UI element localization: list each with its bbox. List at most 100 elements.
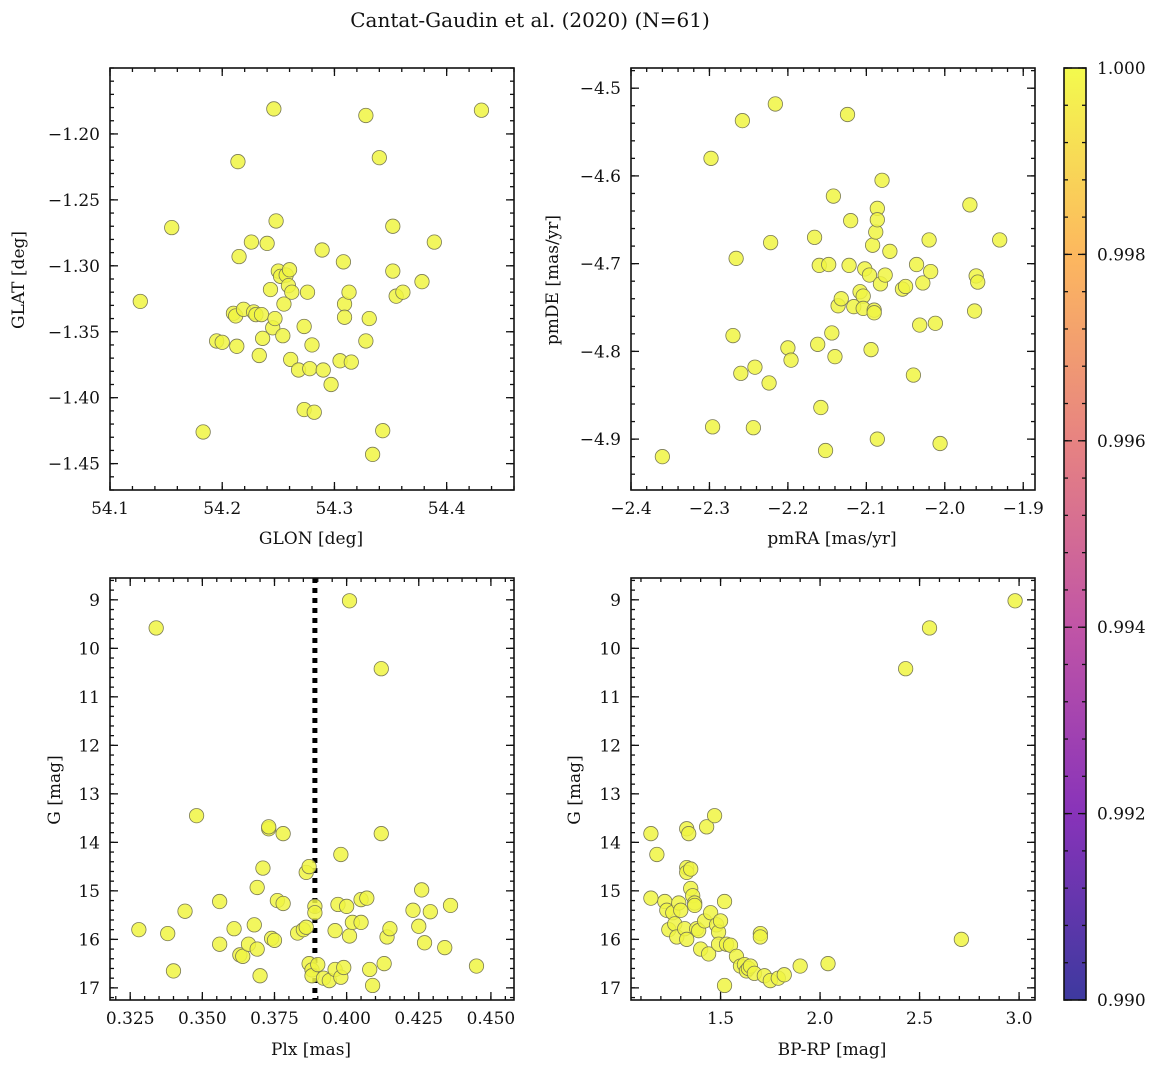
data-point <box>932 435 948 452</box>
data-point <box>703 905 719 921</box>
data-point <box>281 262 298 278</box>
data-point <box>275 895 291 912</box>
data-point <box>375 423 391 439</box>
data-point <box>821 256 837 273</box>
data-point <box>923 263 939 280</box>
x-tick-label: −2.1 <box>846 499 887 519</box>
data-point <box>195 424 211 440</box>
data-point <box>314 242 330 258</box>
data-point <box>343 354 359 370</box>
data-point <box>376 956 392 972</box>
y-tick-label: −1.20 <box>48 125 100 145</box>
data-point <box>806 229 823 245</box>
data-point <box>336 309 353 325</box>
y-tick-label: −4.9 <box>580 430 621 450</box>
data-point <box>411 918 427 934</box>
data-point <box>261 819 277 835</box>
data-point <box>643 890 659 906</box>
data-point <box>699 819 715 835</box>
data-point <box>763 234 779 251</box>
data-point <box>302 361 318 377</box>
colorbar-tick-label: 0.990 <box>1097 991 1146 1011</box>
data-point <box>310 956 326 973</box>
y-tick-label: 13 <box>599 785 621 805</box>
data-point <box>373 661 389 677</box>
ylabel-glat: GLAT [deg] <box>9 231 29 329</box>
data-point <box>416 935 433 951</box>
colorbar-ticks: 0.990 0.992 0.994 0.996 0.998 1.000 <box>1064 59 1146 1011</box>
data-point <box>745 420 761 436</box>
y-tick-label: 9 <box>610 591 621 611</box>
data-point <box>820 956 836 972</box>
data-point <box>861 267 878 283</box>
data-point <box>243 234 259 250</box>
data-point <box>268 213 284 229</box>
y-tick-label: 10 <box>599 639 621 659</box>
data-point <box>962 197 978 213</box>
data-point <box>649 846 665 863</box>
data-point <box>473 102 490 118</box>
panel-plx-g: Plx [mas] G [mag] <box>45 755 351 1060</box>
colorbar-tick-label: 0.994 <box>1097 618 1146 638</box>
data-point <box>341 928 358 944</box>
data-point <box>792 958 808 974</box>
data-point <box>226 921 242 937</box>
x-tick-label: 0.400 <box>322 1009 371 1029</box>
data-point <box>817 442 834 459</box>
data-point <box>336 959 352 976</box>
data-point <box>385 218 401 234</box>
data-point <box>382 921 398 937</box>
data-point <box>897 278 914 295</box>
ylabel-g-right: G [mag] <box>565 755 585 824</box>
data-point <box>927 315 943 331</box>
data-point <box>323 376 339 393</box>
y-tick-label: 17 <box>599 979 621 999</box>
y-tick-label: 16 <box>599 930 621 950</box>
x-tick-label: 3.0 <box>1006 1009 1033 1029</box>
data-point <box>307 905 323 921</box>
data-point <box>725 327 741 344</box>
axes-pmra-pmde: −2.4 −2.3 −2.2 −2.1 −2.0 −1.9 −4.5 −4.6 −4.7 −4.8… <box>580 67 1044 519</box>
data-point <box>283 351 299 368</box>
data-point <box>249 941 265 957</box>
y-tick-label: −4.7 <box>580 255 621 275</box>
data-point <box>679 931 695 947</box>
data-point <box>160 925 176 942</box>
data-point <box>992 232 1008 248</box>
data-point <box>905 367 922 383</box>
data-point <box>414 274 430 290</box>
data-point <box>767 96 783 112</box>
data-point <box>315 362 331 378</box>
data-point <box>761 375 777 391</box>
data-point <box>687 897 703 914</box>
data-point <box>214 334 230 350</box>
data-point <box>468 958 485 974</box>
plot-area: 54.1 54.2 54.3 54.4 −1.20 −1.25 −1.30 −1.35 −1.4… <box>48 67 1044 1029</box>
y-tick-label: −1.30 <box>48 257 100 277</box>
data-point <box>253 307 270 323</box>
data-point <box>866 305 882 321</box>
data-point <box>442 897 459 914</box>
y-tick-label: −1.40 <box>48 389 100 409</box>
data-point <box>683 861 699 877</box>
data-point <box>364 446 381 462</box>
data-point <box>898 661 914 677</box>
data-point <box>813 399 829 416</box>
y-tick-label: 11 <box>599 688 621 708</box>
data-point <box>246 917 262 933</box>
x-tick-label: −2.3 <box>689 499 730 519</box>
x-tick-label: 0.350 <box>178 1009 227 1029</box>
data-point <box>306 404 322 420</box>
data-point <box>358 107 374 124</box>
data-point <box>304 337 320 353</box>
data-point <box>262 281 279 298</box>
data-point <box>824 325 840 341</box>
data-point <box>358 333 374 349</box>
data-point <box>164 219 180 236</box>
data-point <box>299 284 316 300</box>
y-tick-label: 15 <box>599 882 621 902</box>
data-point <box>827 349 843 365</box>
data-point <box>148 620 164 636</box>
data-point <box>284 284 300 300</box>
data-point <box>874 172 890 188</box>
